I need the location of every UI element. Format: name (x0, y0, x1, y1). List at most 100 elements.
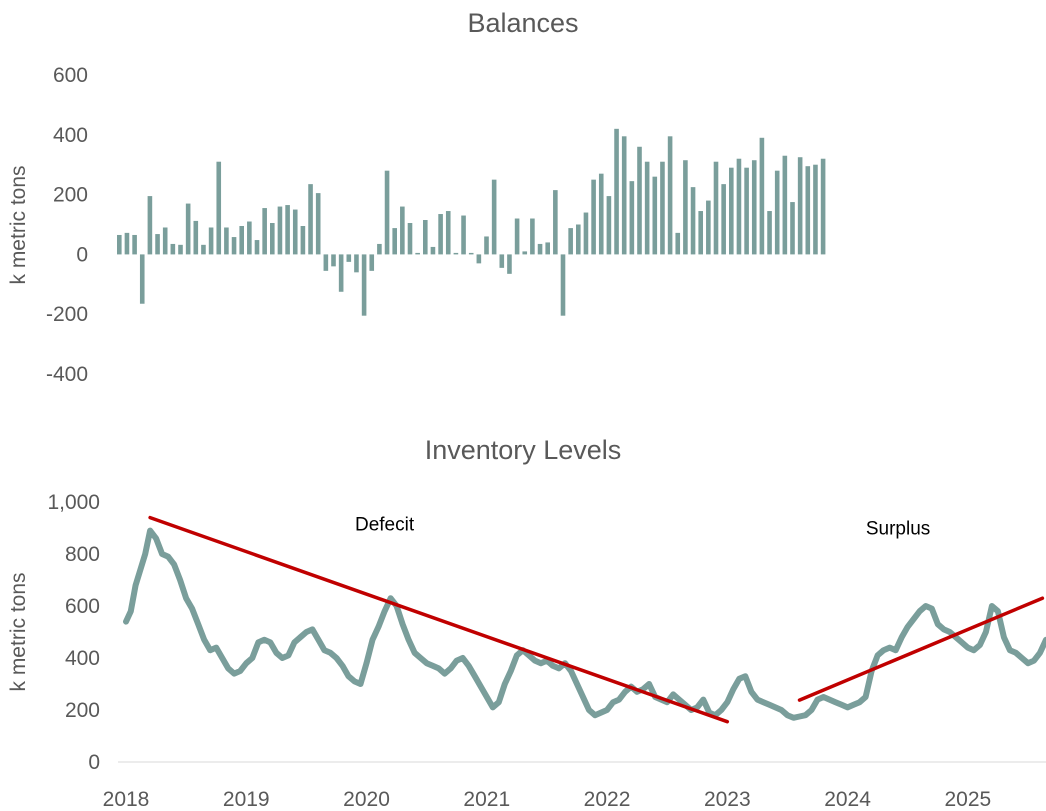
surplus-trend-line (797, 596, 1045, 702)
balance-bar (782, 155, 788, 255)
balance-bar (576, 224, 581, 255)
inventory-x-tick-label: 2020 (343, 788, 390, 811)
balance-bar (292, 209, 298, 255)
balance-bar (660, 161, 665, 255)
inventory-x-tick-label: 2025 (944, 788, 991, 811)
balance-bar (537, 243, 543, 255)
balance-bar (568, 228, 573, 255)
balance-bar (400, 206, 405, 255)
inventory-y-ticks: 1,000 800 600 400 200 0 (47, 491, 100, 774)
balance-bar (361, 254, 367, 316)
balance-bar (560, 254, 566, 316)
defecit-annotation: Defecit (355, 515, 415, 536)
inventory-x-ticks: 2018 2019 2020 2021 2022 2023 2024 2025 (103, 788, 992, 811)
balance-bar (155, 234, 160, 255)
balance-bar (384, 170, 390, 255)
balance-bar (170, 243, 176, 255)
balance-bar (308, 184, 313, 255)
inventory-x-tick-label: 2018 (103, 788, 150, 811)
balance-bar (675, 232, 681, 255)
balances-y-tick-label: 200 (53, 184, 88, 207)
balance-bar (285, 205, 290, 255)
balance-bar (751, 160, 757, 255)
balance-bar (262, 208, 267, 255)
balance-bar (323, 254, 329, 271)
balance-bar (117, 234, 122, 255)
balance-bar (224, 227, 229, 255)
balances-y-tick-label: 400 (53, 124, 88, 147)
inventory-y-tick-label: 1,000 (47, 491, 100, 514)
balances-y-tick-label: -400 (46, 363, 88, 386)
balance-bar (407, 223, 413, 255)
balance-bar (736, 158, 742, 255)
balance-bar (377, 243, 382, 255)
inventory-chart: Inventory Levels k metric tons 1,000 800 6… (7, 435, 1046, 811)
balance-bar (315, 193, 321, 255)
balance-bar (484, 236, 489, 255)
balance-bar (476, 254, 482, 264)
balance-bar (438, 214, 443, 255)
balance-bar (514, 218, 520, 255)
balance-bar (522, 251, 528, 255)
balances-chart: Balances k metric tons 600 400 200 0 -200 -40… (7, 8, 826, 386)
balance-bar (629, 181, 635, 255)
inventory-y-tick-label: 400 (65, 647, 100, 670)
inventory-series (123, 515, 1046, 724)
balance-bar (147, 196, 153, 255)
balance-bar (767, 211, 772, 255)
inventory-x-tick-label: 2024 (824, 788, 871, 811)
balances-y-ticks: 600 400 200 0 -200 -400 (46, 64, 88, 386)
balances-y-tick-label: 0 (76, 243, 88, 266)
balance-bar (614, 128, 619, 255)
balance-bar (652, 176, 658, 255)
balance-bar (721, 184, 726, 255)
balances-y-axis-label: k metric tons (7, 165, 30, 284)
balances-y-tick-label: 600 (53, 64, 88, 87)
defecit-trend-line (148, 515, 730, 724)
balance-bar (698, 211, 703, 255)
balance-bar (706, 200, 711, 255)
balance-bar (713, 161, 719, 255)
balance-bar (530, 218, 535, 255)
surplus-annotation: Surplus (866, 519, 930, 540)
balance-bar (369, 254, 375, 271)
balance-bar (553, 190, 558, 255)
balance-bar (231, 237, 237, 255)
balance-bar (254, 240, 260, 255)
balances-title: Balances (467, 8, 578, 38)
balance-bar (178, 244, 183, 255)
balance-bar (445, 211, 451, 255)
balance-bar (820, 158, 826, 255)
balance-bar (545, 242, 550, 255)
balances-y-tick-label: -200 (46, 303, 88, 326)
inventory-y-tick-label: 0 (88, 751, 100, 774)
inventory-y-tick-label: 800 (65, 543, 100, 566)
balance-bar (208, 227, 214, 255)
balance-bar (667, 136, 673, 255)
balance-bar (277, 206, 283, 255)
balance-bar (759, 137, 765, 255)
balance-bar (598, 173, 604, 255)
balance-bar (637, 146, 642, 255)
balance-bar (690, 187, 696, 255)
balance-bar (331, 254, 336, 267)
balance-bar (185, 203, 191, 255)
balance-bar (430, 246, 436, 255)
balance-bar (216, 161, 222, 255)
balance-bar (132, 234, 137, 255)
balance-bar (346, 254, 352, 262)
balance-bar (415, 252, 420, 255)
balance-bar (201, 244, 206, 255)
balance-bar (300, 226, 306, 255)
inventory-x-tick-label: 2019 (223, 788, 270, 811)
inventory-title: Inventory Levels (425, 435, 622, 465)
balance-bar (124, 232, 130, 255)
balance-bar (423, 220, 428, 255)
inventory-x-tick-label: 2022 (584, 788, 631, 811)
balance-bar (461, 215, 466, 255)
balance-bar (507, 254, 512, 274)
balance-bar (683, 160, 688, 255)
balance-bar (606, 196, 612, 255)
balance-bar (797, 157, 803, 255)
